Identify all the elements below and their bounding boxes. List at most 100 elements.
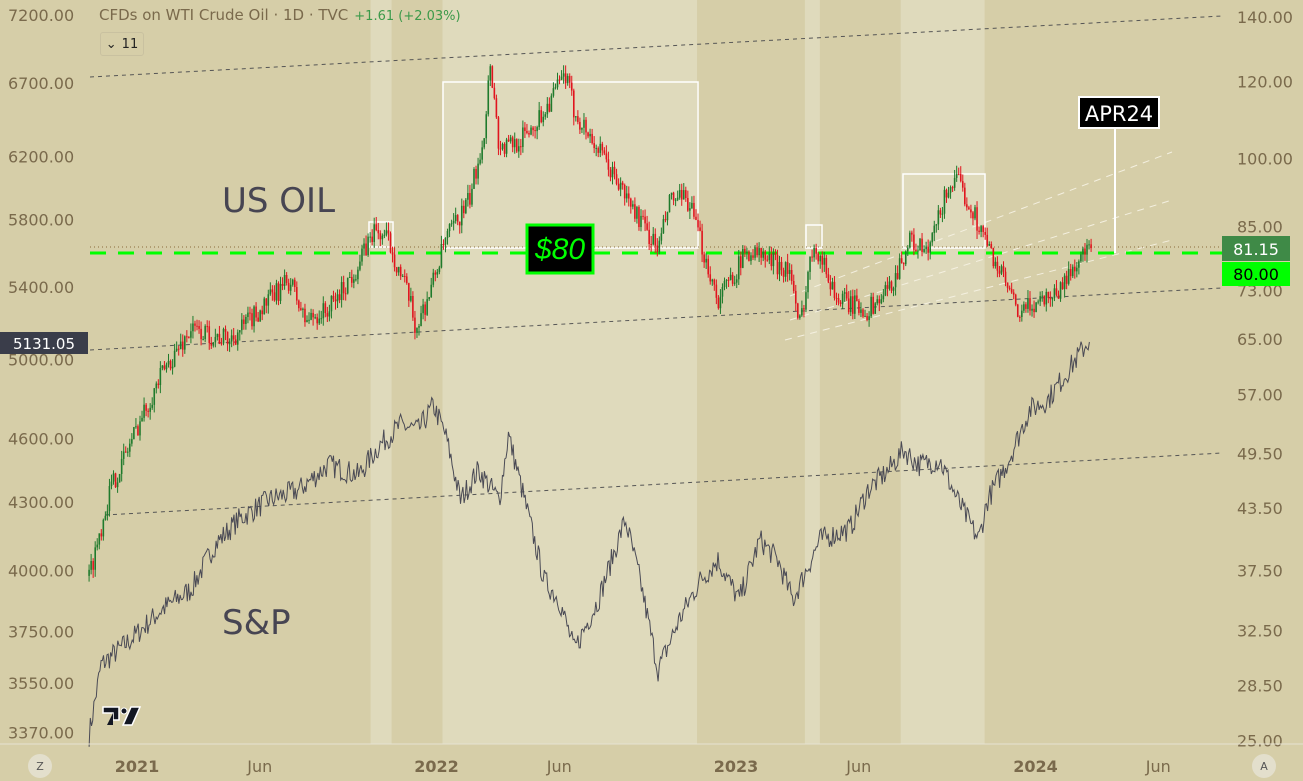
oil-candle [831,277,834,290]
highlight-band [442,0,698,744]
oil-candle [572,88,575,126]
oil-candle [310,308,312,321]
oil-candle [346,277,349,295]
oil-candle [550,93,553,112]
oil-candle [471,183,473,207]
highlight-box[interactable] [368,221,394,248]
oil-candle [188,336,190,339]
oil-candle [619,177,622,197]
tradingview-logo-icon[interactable] [102,706,142,726]
oil-candle [387,222,390,241]
price-80-label: $80 [534,233,585,266]
oil-candle [988,241,991,247]
oil-candle [399,264,402,280]
left-axis-tick: 5800.00 [8,210,74,229]
highlight-box[interactable] [902,173,986,249]
sp-line-series [88,341,1090,747]
oil-candle [906,245,909,256]
oil-candle [723,277,726,291]
oil-candle [674,198,677,207]
indicators-collapse-button[interactable]: ⌄ 11 [100,32,144,56]
oil-candle [1002,261,1005,278]
channel-line-2[interactable] [789,199,1173,321]
oil-candle [711,278,714,286]
auto-scale-z-button[interactable]: Z [28,754,52,778]
oil-candle [534,126,536,139]
chart-legend[interactable]: CFDs on WTI Crude Oil · 1D · TVC +1.61 (+… [99,6,461,24]
oil-candle [577,110,579,125]
oil-candle [438,265,441,275]
oil-candle [560,70,563,81]
price-80-box[interactable] [525,223,595,275]
oil-candle [538,101,540,130]
oil-candle [976,201,978,240]
oil-candle [318,310,321,326]
oil-candle [487,75,490,117]
time-axis-label: Jun [246,757,272,776]
oil-candle [432,268,435,288]
oil-candle [625,185,628,203]
left-price-axis[interactable]: 7200.00 6700.00 6200.00 5800.00 5400.00 5000.… [8,6,74,742]
oil-candle [597,146,600,158]
right-axis-tick: 85.00 [1237,218,1283,237]
channel-line-3[interactable] [784,239,1173,341]
oil-candle [499,140,502,156]
oil-candle [139,415,141,441]
oil-candle [890,280,893,294]
oil-candle [171,359,174,375]
left-axis-tick: 6700.00 [8,74,74,93]
oil-candle [253,305,255,333]
oil-candle [666,211,669,226]
oil-candle [507,134,510,143]
oil-candle [735,274,738,289]
oil-candle [998,265,1001,278]
oil-candle [131,433,133,447]
oil-candle [271,285,274,301]
oil-candle [585,117,587,140]
oil-candle [811,249,813,262]
oil-candle [630,197,632,214]
highlight-band [900,0,985,744]
oil-candle [454,207,457,224]
lower-trendline[interactable] [104,452,1223,516]
oil-candle [648,221,650,251]
time-axis[interactable]: 2021 Jun 2022 Jun 2023 Jun 2024 Jun [115,757,1171,776]
oil-candle [469,184,471,209]
oil-candle [611,161,614,185]
oil-candle [617,178,620,191]
oil-candle [646,215,648,231]
oil-candle [281,277,284,291]
apr24-box[interactable] [1078,96,1160,129]
oil-candle [418,323,420,336]
oil-candle [106,504,109,521]
middle-trendline[interactable] [89,287,1223,351]
oil-candle [381,233,384,245]
oil-candle [992,247,995,269]
left-axis-tick: 4000.00 [8,561,74,580]
oil-candle [742,245,744,269]
oil-candle [232,327,235,346]
oil-candle [371,229,373,246]
oil-candle [1055,280,1058,297]
oil-candle [902,262,905,270]
oil-candle [465,198,467,215]
upper-trendline[interactable] [89,15,1223,78]
oil-candle [570,75,573,96]
left-axis-tick: 4300.00 [8,493,74,512]
oil-candle [784,261,787,282]
oil-candle [442,239,445,250]
oil-candle [467,184,469,207]
oil-candle [815,243,817,260]
oil-candle [1010,282,1013,294]
oil-candle [782,267,785,283]
right-price-axis[interactable]: 140.00 120.00 100.00 85.00 73.00 65.00 57.00 49… [1237,8,1293,751]
oil-candle [245,314,247,330]
time-axis-label: Jun [845,757,871,776]
auto-scale-a-button[interactable]: A [1252,754,1276,778]
sp-label: S&P [222,603,291,643]
oil-candle [448,223,451,238]
oil-candle [750,252,752,265]
channel-line-1[interactable] [789,151,1173,297]
oil-candle [794,284,797,312]
